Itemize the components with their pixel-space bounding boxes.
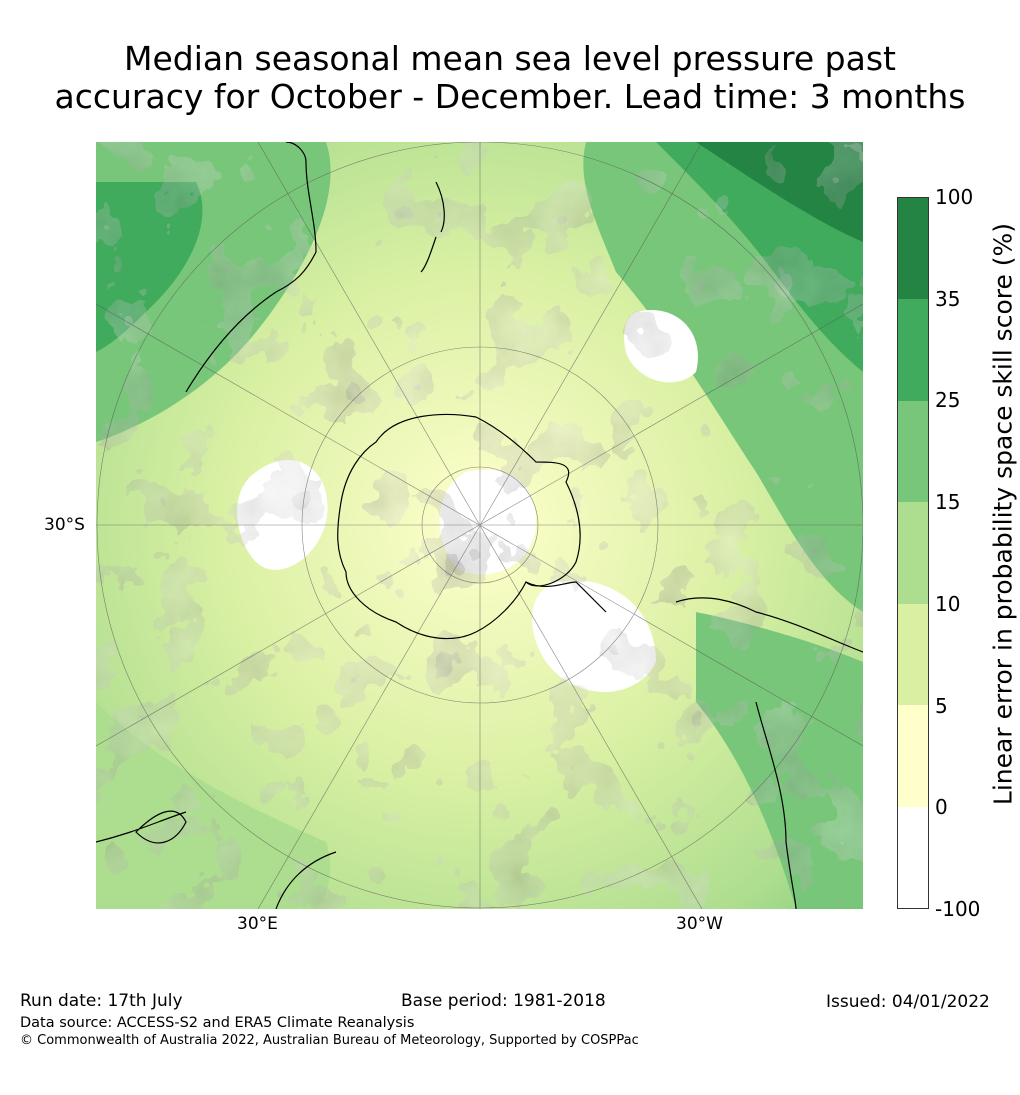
lat-label-30s: 30°S: [44, 515, 85, 535]
colorbar-segment: [898, 299, 928, 401]
colorbar-segment: [898, 705, 928, 807]
australia-coastline: [185, 142, 317, 393]
copyright: © Commonwealth of Australia 2022, Austra…: [20, 1033, 639, 1048]
south-america-coastline: [675, 597, 863, 909]
colorbar-title: Linear error in probability space skill …: [988, 222, 1018, 806]
issued-date: Issued: 04/01/2022: [826, 992, 990, 1012]
skill-texture: [96, 142, 863, 909]
map-title: Median seasonal mean sea level pressure …: [0, 40, 1020, 116]
data-source: Data source: ACCESS-S2 and ERA5 Climate …: [20, 1015, 415, 1031]
lon-label-30w: 30°W: [676, 914, 723, 934]
madagascar-coastline: [135, 810, 187, 844]
coastlines: [96, 142, 863, 909]
polar-map: [96, 142, 863, 909]
colorbar-segment: [898, 400, 928, 503]
colorbar-segment: [898, 603, 928, 706]
africa-coastline: [96, 811, 337, 909]
new-zealand-coastline: [420, 181, 445, 273]
colorbar-segment: [898, 198, 928, 300]
title-line-2: accuracy for October - December. Lead ti…: [54, 77, 966, 116]
colorbar-tick-label: 15: [935, 490, 961, 515]
colorbar-tick-label: 0: [935, 795, 948, 820]
title-line-1: Median seasonal mean sea level pressure …: [124, 39, 896, 78]
colorbar: [897, 197, 929, 909]
graticule: [96, 142, 863, 909]
run-date: Run date: 17th July: [20, 991, 183, 1011]
colorbar-tick-label: 25: [935, 388, 961, 413]
colorbar-segment: [898, 806, 928, 908]
lon-label-30e: 30°E: [237, 914, 278, 934]
colorbar-tick-label: 10: [935, 591, 961, 616]
base-period: Base period: 1981-2018: [401, 991, 606, 1011]
colorbar-tick-label: 5: [935, 693, 948, 718]
colorbar-tick-label: 100: [935, 185, 974, 209]
colorbar-segment: [898, 502, 928, 604]
colorbar-tick-label: -100: [935, 897, 981, 921]
antarctic-peninsula-coastline: [525, 581, 607, 613]
colorbar-tick-label: 35: [935, 286, 961, 311]
